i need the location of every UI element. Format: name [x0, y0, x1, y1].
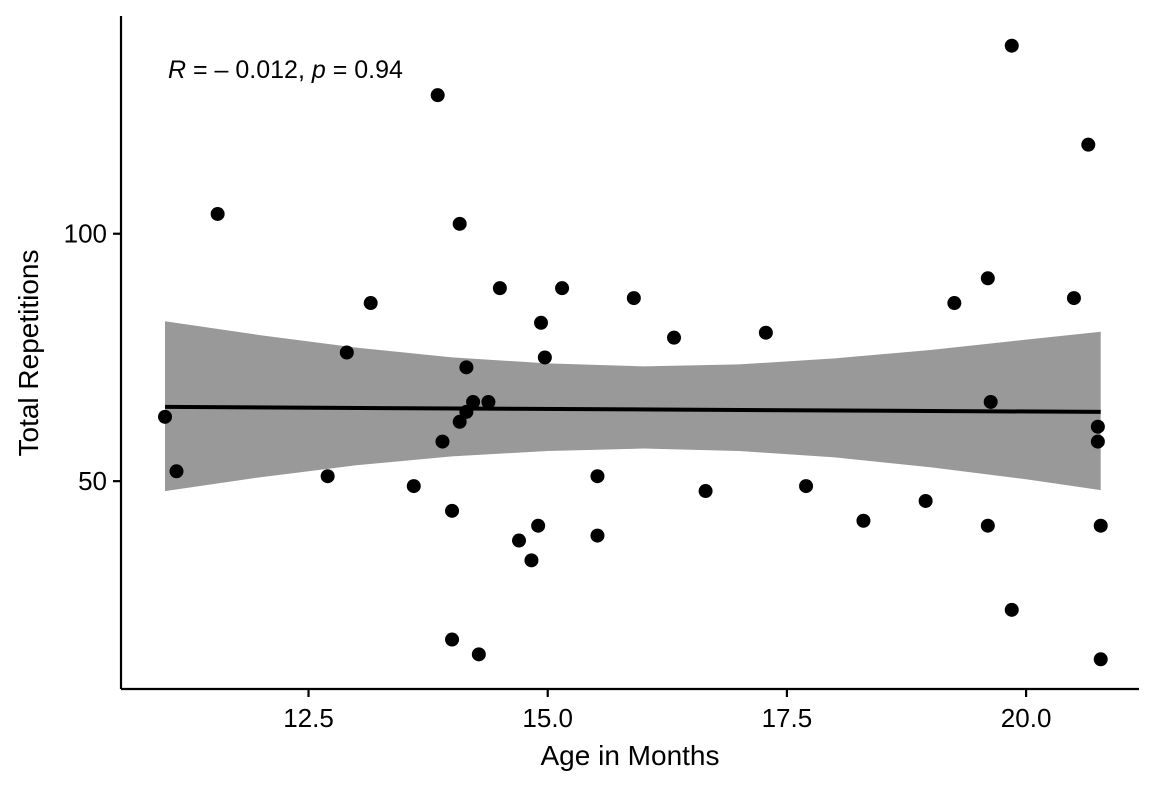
- data-point: [435, 434, 450, 449]
- data-point: [1004, 38, 1019, 53]
- data-point: [1066, 291, 1081, 306]
- data-point: [626, 291, 641, 306]
- data-point: [406, 479, 421, 494]
- regression-line: [165, 404, 1101, 414]
- y-tick-label: 100: [64, 219, 107, 249]
- data-point: [158, 409, 173, 424]
- data-point: [524, 553, 539, 568]
- data-point: [980, 271, 995, 286]
- data-point: [492, 281, 507, 296]
- data-point: [320, 469, 335, 484]
- trend-line-layer: [165, 404, 1101, 414]
- data-point: [590, 469, 605, 484]
- x-tick-label: 20.0: [1001, 703, 1052, 733]
- data-point: [799, 479, 814, 494]
- x-tick-label: 15.0: [522, 703, 573, 733]
- data-point: [452, 414, 467, 429]
- x-axis-title: Age in Months: [541, 740, 720, 771]
- data-point: [1090, 419, 1105, 434]
- data-point: [445, 632, 460, 647]
- data-point: [555, 281, 570, 296]
- annotation-p-symbol: p: [311, 56, 326, 84]
- data-point: [466, 394, 481, 409]
- data-point: [918, 493, 933, 508]
- confidence-band-layer: [165, 321, 1101, 492]
- data-point: [512, 533, 527, 548]
- data-point: [947, 296, 962, 311]
- data-point: [169, 464, 184, 479]
- correlation-annotation: R = – 0.012, p = 0.94: [168, 56, 403, 84]
- x-axis-ticks: 12.5 15.0 17.5 20.0: [283, 689, 1051, 733]
- y-axis-title: Total Repetitions: [13, 249, 44, 456]
- data-point: [980, 518, 995, 533]
- annotation-p-text: = 0.94: [326, 56, 403, 84]
- data-point: [758, 325, 773, 340]
- data-point: [481, 394, 496, 409]
- data-point: [430, 88, 445, 103]
- data-point: [1093, 652, 1108, 667]
- data-point: [1004, 602, 1019, 617]
- data-point: [445, 503, 460, 518]
- data-point: [471, 647, 486, 662]
- confidence-band: [165, 321, 1101, 492]
- data-point: [983, 394, 998, 409]
- data-point: [698, 484, 713, 499]
- y-axis-ticks: 50 100: [64, 219, 121, 496]
- data-point: [363, 296, 378, 311]
- data-point: [339, 345, 354, 360]
- data-point: [537, 350, 552, 365]
- data-point: [459, 360, 474, 375]
- annotation-r-symbol: R: [168, 56, 186, 84]
- data-point: [452, 216, 467, 231]
- data-point: [1093, 518, 1108, 533]
- data-points-layer: [158, 38, 1108, 667]
- data-point: [667, 330, 682, 345]
- data-point: [856, 513, 871, 528]
- data-point: [590, 528, 605, 543]
- data-point: [1081, 137, 1096, 152]
- y-tick-label: 50: [78, 466, 107, 496]
- x-tick-label: 12.5: [283, 703, 334, 733]
- data-point: [534, 315, 549, 330]
- data-point: [1090, 434, 1105, 449]
- data-point: [210, 206, 225, 221]
- data-point: [459, 404, 474, 419]
- data-point: [531, 518, 546, 533]
- annotation-r-text: = – 0.012,: [186, 56, 312, 84]
- x-tick-label: 17.5: [762, 703, 813, 733]
